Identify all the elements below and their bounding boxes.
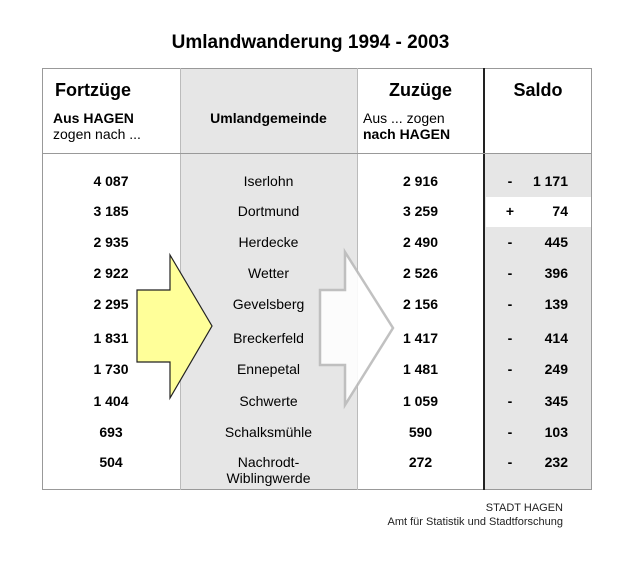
footer: STADT HAGEN Amt für Statistik und Stadtf… bbox=[388, 501, 563, 529]
cell-saldo: 396 bbox=[544, 265, 568, 281]
cell-gemeinde: Schwerte bbox=[239, 393, 298, 409]
cell-saldo-sign: - bbox=[507, 361, 513, 377]
cell-saldo: 103 bbox=[544, 424, 568, 440]
header-gemeinde: Umlandgemeinde bbox=[210, 110, 327, 126]
cell-saldo-sign: - bbox=[507, 234, 513, 250]
cell-saldo: 232 bbox=[544, 454, 568, 470]
cell-fortzuege: 1 831 bbox=[93, 330, 129, 346]
cell-zuzuege: 1 481 bbox=[402, 361, 439, 377]
cell-zuzuege: 2 916 bbox=[402, 173, 439, 189]
cell-fortzuege: 504 bbox=[99, 454, 123, 470]
cell-saldo: 345 bbox=[544, 393, 568, 409]
cell-fortzuege: 2 935 bbox=[93, 234, 129, 250]
cell-zuzuege: 1 417 bbox=[402, 330, 439, 346]
cell-gemeinde: Schalksmühle bbox=[224, 424, 313, 440]
cell-saldo-sign: - bbox=[507, 393, 513, 409]
yellow-arrow-icon bbox=[136, 252, 213, 401]
cell-gemeinde: Iserlohn bbox=[243, 173, 294, 189]
header-zuzuege: Zuzüge bbox=[389, 80, 452, 100]
cell-saldo-sign: + bbox=[505, 203, 515, 219]
cell-zuzuege: 3 259 bbox=[402, 203, 439, 219]
cell-fortzuege: 3 185 bbox=[93, 203, 129, 219]
cell-saldo: 445 bbox=[544, 234, 568, 250]
footer-line2: Amt für Statistik und Stadtforschung bbox=[387, 516, 563, 528]
cell-saldo-sign: - bbox=[507, 173, 513, 189]
cell-fortzuege: 1 404 bbox=[93, 393, 129, 409]
header-zuzuege-sub1: Aus ... zogen bbox=[363, 110, 445, 126]
footer-line1: STADT HAGEN bbox=[485, 502, 563, 514]
cell-zuzuege: 590 bbox=[408, 424, 433, 440]
cell-fortzuege: 4 087 bbox=[93, 173, 129, 189]
cell-saldo-sign: - bbox=[507, 424, 513, 440]
cell-saldo: 249 bbox=[544, 361, 568, 377]
cell-gemeinde: Gevelsberg bbox=[232, 296, 305, 312]
cell-gemeinde: Herdecke bbox=[238, 234, 299, 250]
cell-saldo-sign: - bbox=[507, 454, 513, 470]
white-arrow-icon bbox=[318, 247, 395, 410]
header-fortzuege: Fortzüge bbox=[55, 80, 131, 100]
cell-saldo-sign: - bbox=[507, 330, 513, 346]
cell-gemeinde: Breckerfeld bbox=[233, 330, 304, 346]
divider bbox=[42, 153, 592, 154]
table-frame bbox=[42, 68, 592, 490]
cell-saldo-sign: - bbox=[507, 296, 513, 312]
cell-fortzuege: 693 bbox=[99, 424, 123, 440]
cell-gemeinde: Nachrodt- Wiblingwerde bbox=[226, 454, 311, 486]
cell-gemeinde: Ennepetal bbox=[236, 361, 301, 377]
cell-saldo: 74 bbox=[552, 203, 568, 219]
saldo-row-highlight bbox=[486, 197, 592, 227]
cell-zuzuege: 2 490 bbox=[402, 234, 439, 250]
gemeinde-column-bg bbox=[180, 68, 357, 490]
cell-zuzuege: 2 156 bbox=[402, 296, 439, 312]
header-fortzuege-sub2: zogen nach ... bbox=[53, 126, 141, 142]
page-title: Umlandwanderung 1994 - 2003 bbox=[171, 32, 450, 53]
cell-zuzuege: 2 526 bbox=[402, 265, 439, 281]
cell-fortzuege: 1 730 bbox=[93, 361, 129, 377]
cell-zuzuege: 272 bbox=[408, 454, 433, 470]
divider bbox=[483, 68, 485, 490]
cell-fortzuege: 2 295 bbox=[93, 296, 129, 312]
cell-saldo: 1 171 bbox=[532, 173, 568, 189]
header-zuzuege-sub2: nach HAGEN bbox=[363, 126, 451, 142]
cell-zuzuege: 1 059 bbox=[402, 393, 439, 409]
header-saldo: Saldo bbox=[513, 80, 563, 100]
cell-fortzuege: 2 922 bbox=[93, 265, 129, 281]
cell-saldo-sign: - bbox=[507, 265, 513, 281]
cell-saldo: 414 bbox=[544, 330, 568, 346]
cell-gemeinde: Dortmund bbox=[237, 203, 300, 219]
header-fortzuege-sub1: Aus HAGEN bbox=[53, 110, 134, 126]
cell-saldo: 139 bbox=[544, 296, 568, 312]
cell-gemeinde: Wetter bbox=[248, 265, 289, 281]
